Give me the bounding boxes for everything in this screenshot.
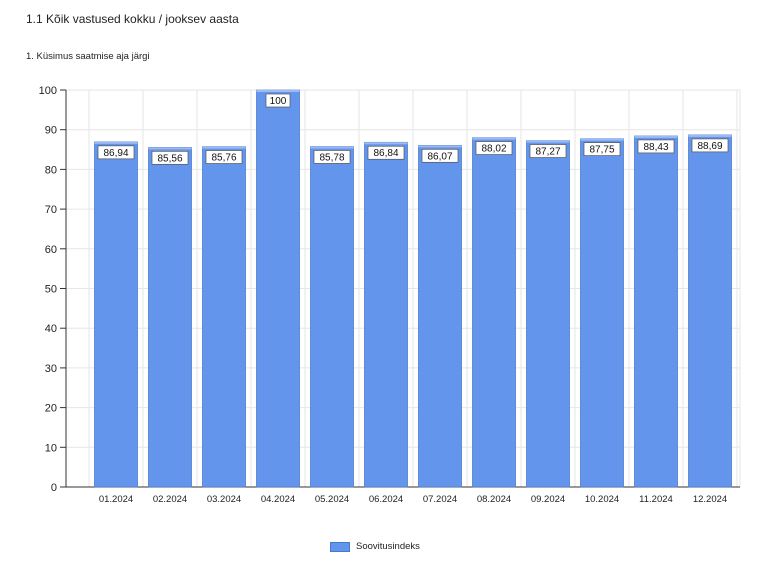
data-label-box <box>313 150 351 164</box>
data-label-box <box>421 148 459 163</box>
x-tick-label: 05.2024 <box>315 494 349 505</box>
x-tick-label: 02.2024 <box>153 494 187 505</box>
bar-highlight <box>94 141 138 144</box>
y-tick-label: 90 <box>45 125 57 137</box>
data-label: 100 <box>270 96 287 107</box>
data-label-box <box>265 93 291 108</box>
data-label-box <box>151 150 189 165</box>
bar-highlight <box>526 140 570 143</box>
x-tick-label: 03.2024 <box>207 494 241 505</box>
bar <box>526 140 570 488</box>
bar-highlight <box>688 134 732 137</box>
data-label-box <box>367 145 405 160</box>
bar-highlight <box>364 142 408 145</box>
y-tick-label: 60 <box>45 244 57 256</box>
x-tick-label: 04.2024 <box>261 494 295 505</box>
bar-highlight <box>310 146 354 149</box>
bar <box>256 89 300 488</box>
bar <box>364 141 408 488</box>
y-tick-label: 80 <box>45 164 57 176</box>
bar-highlight <box>256 90 300 92</box>
x-tick-label: 08.2024 <box>477 494 511 505</box>
data-label: 86,94 <box>103 148 128 159</box>
bar <box>580 138 624 488</box>
data-label-box <box>637 139 675 154</box>
bar-highlight <box>472 137 516 140</box>
bar <box>472 137 516 488</box>
bar <box>310 146 354 488</box>
y-tick-label: 100 <box>39 85 57 97</box>
data-label-box <box>475 141 513 155</box>
data-label: 85,56 <box>157 153 182 164</box>
bar <box>202 146 246 488</box>
data-label: 88,43 <box>643 142 668 153</box>
data-label: 86,07 <box>427 151 452 162</box>
bar-highlight <box>418 145 462 148</box>
data-label: 85,76 <box>211 153 236 164</box>
y-tick-label: 50 <box>45 284 57 296</box>
y-tick-label: 0 <box>51 482 57 494</box>
y-tick-label: 30 <box>45 363 57 375</box>
bar <box>418 145 462 488</box>
bar <box>688 134 732 488</box>
data-label-box <box>529 144 567 158</box>
bar <box>94 141 138 488</box>
data-label: 88,02 <box>481 144 506 155</box>
x-tick-label: 10.2024 <box>585 494 619 505</box>
data-label-box <box>583 142 621 156</box>
data-label-box <box>205 150 243 164</box>
y-tick-label: 10 <box>45 442 57 454</box>
y-tick-label: 70 <box>45 204 57 216</box>
x-tick-label: 06.2024 <box>369 494 403 505</box>
x-tick-label: 09.2024 <box>531 494 565 505</box>
data-label: 85,78 <box>319 152 344 163</box>
page-title: 1.1 Kõik vastused kokku / jooksev aasta <box>26 12 239 26</box>
bar <box>634 135 678 488</box>
bar-highlight <box>580 138 624 141</box>
x-tick-label: 11.2024 <box>639 494 673 505</box>
x-tick-label: 07.2024 <box>423 494 457 505</box>
data-label-box <box>97 145 135 160</box>
data-label: 87,27 <box>535 147 560 158</box>
data-label: 88,69 <box>697 141 722 152</box>
data-label-box <box>691 138 729 153</box>
bar <box>148 147 192 488</box>
data-label: 87,75 <box>589 145 614 156</box>
chart-legend: Soovitusindeks <box>330 541 420 552</box>
y-tick-label: 40 <box>45 323 57 335</box>
y-tick-label: 20 <box>45 403 57 415</box>
bar-highlight <box>202 146 246 149</box>
x-tick-label: 01.2024 <box>99 494 133 505</box>
legend-swatch <box>330 541 350 552</box>
x-tick-label: 12.2024 <box>693 494 727 505</box>
chart-subtitle: 1. Küsimus saatmise aja järgi <box>26 51 150 62</box>
data-label: 86,84 <box>373 148 398 159</box>
bar-highlight <box>148 147 192 150</box>
bar-highlight <box>634 135 678 138</box>
legend-label: Soovitusindeks <box>356 541 420 552</box>
